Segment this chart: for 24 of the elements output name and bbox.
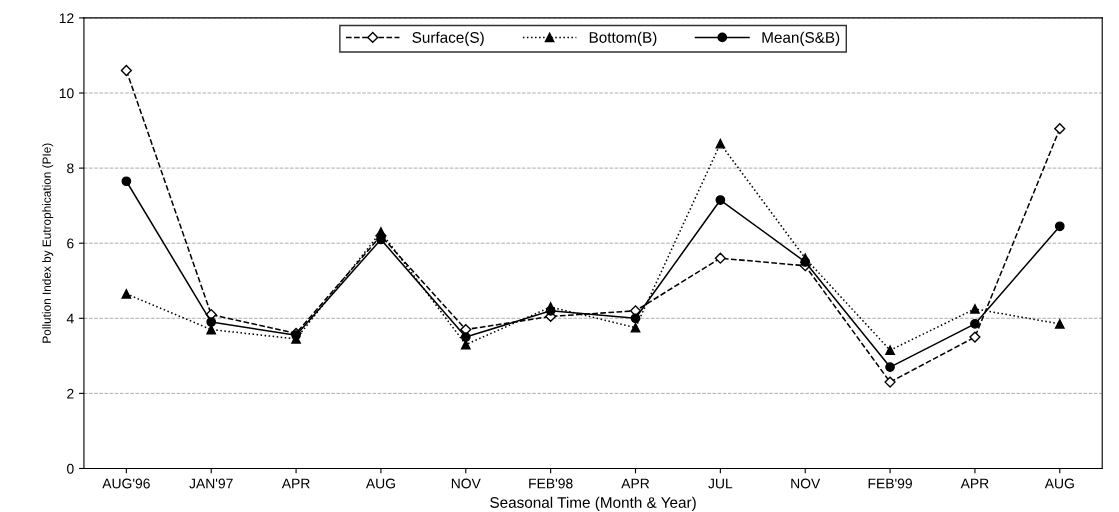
y-tick-label: 10 [59,88,74,99]
y-tick-label: 0 [67,463,74,474]
y-axis-title: Pollution Index by Eutrophication (PIe) [42,143,54,343]
x-tick-label: AUG [365,478,395,489]
x-tick-label: JUL [708,478,733,489]
x-tick-label: FEB'99 [868,478,912,489]
y-tick-label: 8 [67,163,74,174]
x-tick-label: APR [281,478,310,489]
y-tick-label: 2 [67,388,74,399]
y-tick-label: 4 [66,313,74,324]
legend-label: Surface(S) [412,31,484,46]
x-tick-label: APR [621,478,650,489]
legend-label: Mean(S&B) [762,31,840,46]
y-tick-label: 12 [59,13,74,23]
legend-label: Bottom(B) [589,31,657,46]
x-tick-label: AUG'96 [102,478,150,489]
x-tick-label: APR [960,478,989,489]
x-tick-label: AUG [1044,478,1074,489]
x-axis-title: Seasonal Time (Month & Year) [490,496,696,511]
x-tick-label: FEB'98 [529,478,573,489]
y-tick-label: 6 [67,238,74,249]
x-tick-label: JAN'97 [189,478,233,489]
x-tick-label: NOV [451,478,481,489]
x-tick-label: NOV [791,478,821,489]
